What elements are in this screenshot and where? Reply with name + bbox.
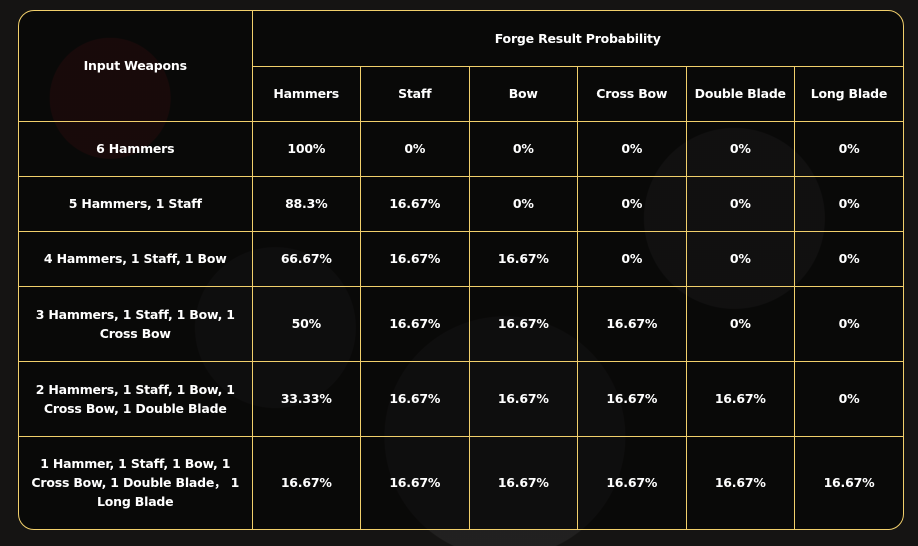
input-weapons-header: Input Weapons: [19, 11, 253, 122]
table-cell: 16.67%: [685, 435, 795, 529]
table-cell: 0%: [794, 120, 903, 177]
table-cell: 88.3%: [251, 175, 361, 232]
table-cell: 16.67%: [577, 360, 687, 437]
table-cell: 33.33%: [251, 360, 361, 437]
table-row: 5 Hammers, 1 Staff 88.3% 16.67% 0% 0% 0%…: [19, 175, 903, 232]
forge-probability-table: Input Weapons Forge Result Probability H…: [19, 11, 903, 529]
table-cell: 0%: [577, 175, 687, 232]
table-cell: 0%: [360, 120, 470, 177]
table-cell: 16.67%: [794, 435, 903, 529]
table-cell: 66.67%: [251, 230, 361, 287]
table-cell: 0%: [577, 120, 687, 177]
table-cell: 0%: [794, 285, 903, 362]
table-cell: 16.67%: [685, 360, 795, 437]
table-cell: 16.67%: [360, 360, 470, 437]
table-cell: 0%: [794, 175, 903, 232]
column-header-long-blade: Long Blade: [794, 65, 903, 122]
column-header-hammers: Hammers: [252, 65, 361, 122]
forge-probability-table-container: Input Weapons Forge Result Probability H…: [18, 10, 904, 530]
table-cell: 16.67%: [251, 435, 361, 529]
table-row: 3 Hammers, 1 Staff, 1 Bow, 1 Cross Bow 5…: [19, 285, 903, 362]
table-cell: 0%: [468, 120, 578, 177]
forge-result-probability-header: Forge Result Probability: [251, 11, 903, 67]
column-header-double-blade: Double Blade: [685, 65, 795, 122]
table-cell: 0%: [468, 175, 578, 232]
row-input-label: 3 Hammers, 1 Staff, 1 Bow, 1 Cross Bow: [19, 285, 253, 362]
table-cell: 16.67%: [468, 435, 578, 529]
header-row-top: Input Weapons Forge Result Probability: [19, 11, 903, 122]
table-cell: 0%: [685, 120, 795, 177]
table-cell: 16.67%: [577, 435, 687, 529]
table-cell: 0%: [685, 230, 795, 287]
table-row: 2 Hammers, 1 Staff, 1 Bow, 1 Cross Bow, …: [19, 360, 903, 437]
table-cell: 0%: [577, 230, 687, 287]
row-input-label: 4 Hammers, 1 Staff, 1 Bow: [19, 230, 253, 287]
table-cell: 50%: [251, 285, 361, 362]
column-header-cross-bow: Cross Bow: [577, 65, 687, 122]
table-cell: 16.67%: [360, 435, 470, 529]
table-cell: 16.67%: [577, 285, 687, 362]
table-cell: 16.67%: [360, 230, 470, 287]
table-row: 1 Hammer, 1 Staff, 1 Bow, 1 Cross Bow, 1…: [19, 435, 903, 529]
table-cell: 16.67%: [468, 230, 578, 287]
table-cell: 16.67%: [360, 285, 470, 362]
table-row: 6 Hammers 100% 0% 0% 0% 0% 0%: [19, 120, 903, 177]
table-cell: 16.67%: [468, 360, 578, 437]
table-cell: 0%: [794, 230, 903, 287]
table-cell: 0%: [685, 175, 795, 232]
row-input-label: 5 Hammers, 1 Staff: [19, 175, 253, 232]
table-cell: 16.67%: [468, 285, 578, 362]
table-cell: 16.67%: [360, 175, 470, 232]
column-header-staff: Staff: [360, 65, 470, 122]
table-cell: 100%: [251, 120, 361, 177]
row-input-label: 1 Hammer, 1 Staff, 1 Bow, 1 Cross Bow, 1…: [19, 435, 253, 529]
table-cell: 0%: [794, 360, 903, 437]
column-header-bow: Bow: [468, 65, 578, 122]
table-cell: 0%: [685, 285, 795, 362]
row-input-label: 6 Hammers: [19, 120, 253, 177]
row-input-label: 2 Hammers, 1 Staff, 1 Bow, 1 Cross Bow, …: [19, 360, 253, 437]
table-row: 4 Hammers, 1 Staff, 1 Bow 66.67% 16.67% …: [19, 230, 903, 287]
